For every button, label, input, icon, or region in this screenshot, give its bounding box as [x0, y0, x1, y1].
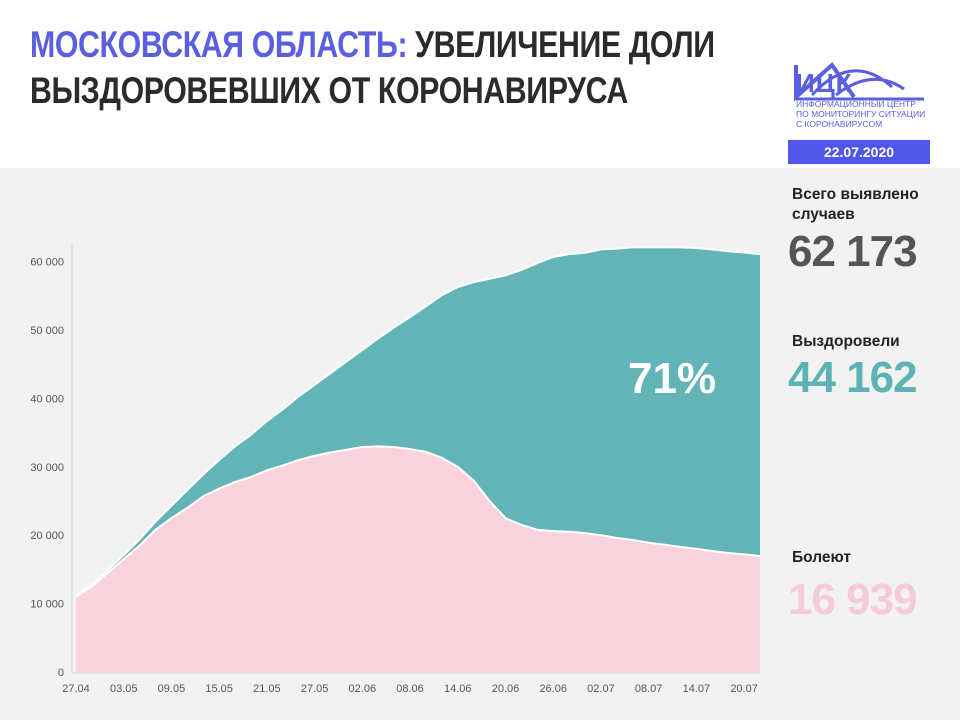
logo-subtitle: ИНФОРМАЦИОННЫЙ ЦЕНТР ПО МОНИТОРИНГУ СИТУ…: [796, 99, 925, 129]
active-boundary-line: [75, 445, 761, 598]
x-tick-label: 08.07: [635, 683, 663, 695]
recovered-share-label: 71%: [628, 354, 717, 403]
y-tick-label: 20 000: [30, 530, 64, 542]
recovered-label: Выздоровели: [792, 333, 900, 350]
x-tick-label: 03.05: [110, 683, 138, 695]
x-tick-label: 20.06: [492, 683, 520, 695]
x-tick-label: 09.05: [158, 683, 186, 695]
title-line1-rest: УВЕЛИЧЕНИЕ ДОЛИ: [415, 24, 715, 65]
active-label: Болеют: [792, 549, 851, 566]
x-tick-label: 15.05: [205, 683, 233, 695]
active-value: 16 939: [788, 575, 918, 624]
date-badge: 22.07.2020: [788, 140, 930, 164]
x-tick-label: 14.07: [683, 683, 711, 695]
stacked-area-chart: 0 10 000 20 000 30 000 40 000 50 000 60 000 27.…: [30, 244, 761, 695]
x-tick-label: 26.06: [539, 683, 567, 695]
title-line2: ВЫЗДОРОВЕВШИХ ОТ КОРОНАВИРУСА: [30, 70, 628, 111]
y-tick-label: 10 000: [30, 599, 64, 611]
total-cases-label: Всего выявлено случаев: [792, 186, 919, 223]
x-tick-label: 20.07: [730, 683, 758, 695]
logo-subtitle-line: С КОРОНАВИРУСОМ: [796, 119, 883, 129]
y-tick-label: 30 000: [30, 462, 64, 474]
total-boundary-line: [75, 246, 761, 596]
x-tick-label: 27.04: [62, 683, 90, 695]
x-tick-label: 21.05: [253, 683, 281, 695]
chart-panel: 0 10 000 20 000 30 000 40 000 50 000 60 000 27.…: [0, 168, 960, 720]
logo-mountain-icon: [794, 62, 924, 102]
x-tick-label: 02.07: [587, 683, 615, 695]
x-tick-label: 08.06: [396, 683, 424, 695]
x-tick-label: 27.05: [301, 683, 329, 695]
header: МОСКОВСКАЯ ОБЛАСТЬ: УВЕЛИЧЕНИЕ ДОЛИ ВЫЗД…: [0, 0, 960, 168]
y-tick-label: 60 000: [30, 257, 64, 269]
y-tick-label: 40 000: [30, 393, 64, 405]
title-region: МОСКОВСКАЯ ОБЛАСТЬ:: [30, 24, 408, 65]
active-area: [76, 446, 760, 672]
recovered-area: [76, 247, 760, 597]
y-tick-label: 0: [58, 667, 64, 679]
y-tick-label: 50 000: [30, 325, 64, 337]
logo-subtitle-line: ИНФОРМАЦИОННЫЙ ЦЕНТР: [796, 99, 916, 109]
recovered-value: 44 162: [788, 353, 918, 402]
x-tick-label: 14.06: [444, 683, 472, 695]
logo-abbreviation: ИЦК: [796, 68, 853, 98]
logo-subtitle-line: ПО МОНИТОРИНГУ СИТУАЦИИ: [796, 109, 926, 119]
total-cases-value: 62 173: [788, 227, 918, 276]
page-title: МОСКОВСКАЯ ОБЛАСТЬ: УВЕЛИЧЕНИЕ ДОЛИ ВЫЗД…: [30, 22, 715, 114]
x-tick-label: 02.06: [349, 683, 377, 695]
